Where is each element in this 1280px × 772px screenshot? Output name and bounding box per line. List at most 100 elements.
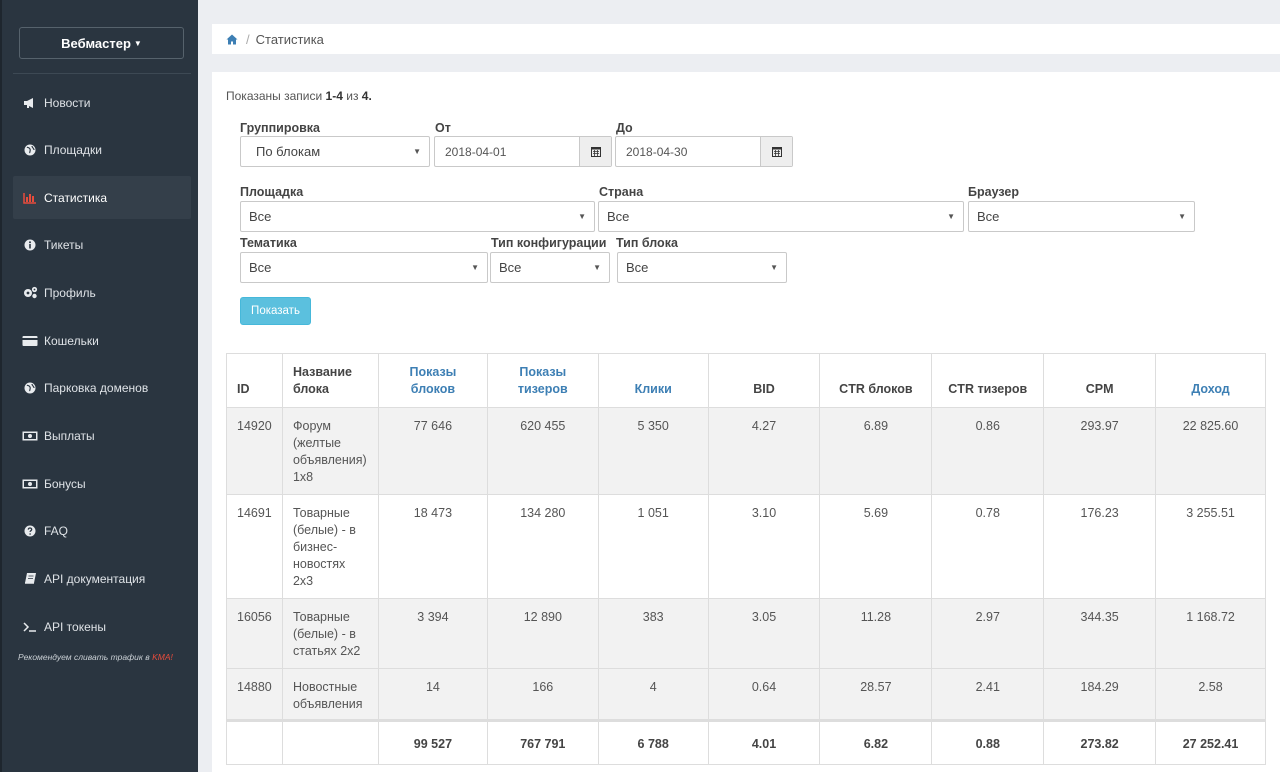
col-header-block-name: Название блока [281,353,379,408]
chevron-down-icon: ▼ [413,147,421,156]
col-header-income[interactable]: Доход [1155,353,1266,408]
promo-label: Рекомендуем сливать трафик в [18,652,150,662]
cell-block-views: 14 [377,668,488,721]
topic-select[interactable]: Все ▼ [240,252,488,283]
user-menu-label: Вебмастер [61,35,131,51]
sidebar-item-domain-parking[interactable]: Парковка доменов [13,366,191,409]
cell-block-name: Товарные (белые) - в статьях 2x2 [281,598,379,669]
cell-teaser-views: 620 455 [486,407,599,495]
sidebar-item-statistics[interactable]: Статистика [13,176,191,219]
config-type-label: Тип конфигурации [491,236,607,250]
cell-cpm: 176.23 [1043,494,1157,599]
cell-bid: 3.10 [707,494,821,599]
sidebar-item-label: FAQ [44,523,69,538]
cell-ctr-teasers: 0.78 [931,494,1045,599]
cell-income: 3 255.51 [1155,494,1266,599]
user-menu-button[interactable]: Вебмастер ▼ [19,27,184,59]
calendar-icon[interactable] [760,137,792,166]
sidebar-item-faq[interactable]: FAQ [13,509,191,552]
question-circle-icon [22,525,38,537]
col-header-ctr-teasers: CTR тизеров [931,353,1045,408]
cell-ctr-teasers: 2.97 [931,598,1045,669]
date-from-input[interactable]: 2018-04-01 [434,136,612,167]
cell-total-ctr-blocks: 6.82 [819,719,933,765]
cell-total-income: 27 252.41 [1155,719,1266,765]
col-header-clicks[interactable]: Клики [597,353,709,408]
summary-range: 1-4 [325,89,343,103]
sidebar-item-label: Новости [44,95,91,110]
grouping-select[interactable]: По блокам ▼ [240,136,430,167]
cell-block-name: Новостные объявления [281,668,379,721]
cell-ctr-teasers: 0.86 [931,407,1045,495]
cell-cpm: 344.35 [1043,598,1157,669]
calendar-icon[interactable] [579,137,611,166]
records-summary: Показаны записи 1-4 из 4. [226,89,372,103]
browser-value: Все [977,209,1000,224]
chevron-down-icon: ▼ [471,263,479,272]
sidebar-item-bonuses[interactable]: Бонусы [13,462,191,505]
money-icon [22,430,38,442]
cell-total-cpm: 273.82 [1043,719,1157,765]
sidebar-item-label: API документация [44,571,146,586]
sidebar-item-api-docs[interactable]: API документация [13,557,191,600]
cell-total-empty [226,719,283,765]
sidebar-item-payouts[interactable]: Выплаты [13,414,191,457]
sidebar-item-label: Кошельки [44,333,99,348]
browser-select[interactable]: Все ▼ [968,201,1195,232]
bar-chart-icon [22,192,38,204]
cell-id: 14920 [226,407,283,495]
browser-label: Браузер [968,185,1019,199]
sidebar-item-api-tokens[interactable]: API токены [13,605,191,648]
cell-total-bid: 4.01 [707,719,821,765]
col-header-block-views[interactable]: Показы блоков [377,353,488,408]
cell-total-teaser-views: 767 791 [486,719,599,765]
topic-label: Тематика [240,236,297,250]
cell-cpm: 184.29 [1043,668,1157,721]
cell-id: 14880 [226,668,283,721]
cell-block-views: 3 394 [377,598,488,669]
col-header-ctr-blocks: CTR блоков [819,353,933,408]
site-select[interactable]: Все ▼ [240,201,595,232]
chevron-down-icon: ▼ [770,263,778,272]
sidebar-item-sites[interactable]: Площадки [13,128,191,171]
date-to-input[interactable]: 2018-04-30 [615,136,793,167]
credit-card-icon [22,335,38,347]
sidebar-item-profile[interactable]: Профиль [13,271,191,314]
country-value: Все [607,209,630,224]
cell-id: 14691 [226,494,283,599]
block-type-select[interactable]: Все ▼ [617,252,787,283]
grouping-label: Группировка [240,121,320,135]
home-icon[interactable] [226,34,238,45]
sidebar-item-wallets[interactable]: Кошельки [13,319,191,362]
show-button[interactable]: Показать [240,297,311,325]
sidebar-item-label: Бонусы [44,476,86,491]
cell-income: 1 168.72 [1155,598,1266,669]
cell-teaser-views: 134 280 [486,494,599,599]
country-select[interactable]: Все ▼ [598,201,964,232]
promo-link[interactable]: KMA! [152,652,173,662]
cell-total-block-views: 99 527 [377,719,488,765]
table-row: 14920 Форум (желтые объявления) 1x8 77 646 … [226,407,1266,495]
col-header-teaser-views[interactable]: Показы тизеров [486,353,599,408]
sidebar-item-label: Площадки [44,142,102,157]
table-header-row: ID Название блока Показы блоков Показы тизе… [226,353,1266,408]
config-type-select[interactable]: Все ▼ [490,252,610,283]
col-header-cpm: CPM [1043,353,1157,408]
cell-block-views: 18 473 [377,494,488,599]
sidebar-item-news[interactable]: Новости [13,81,191,124]
sidebar-item-label: Выплаты [44,428,95,443]
chevron-down-icon: ▼ [947,212,955,221]
cell-bid: 0.64 [707,668,821,721]
col-header-id: ID [226,353,283,408]
date-to-value: 2018-04-30 [626,144,688,159]
sidebar-item-label: API токены [44,619,107,634]
cell-ctr-blocks: 6.89 [819,407,933,495]
block-type-value: Все [626,260,649,275]
site-label: Площадка [240,185,304,199]
grouping-value: По блокам [256,144,321,159]
cell-total-clicks: 6 788 [597,719,709,765]
globe-icon [22,144,38,156]
chevron-down-icon: ▼ [593,263,601,272]
cell-income: 2.58 [1155,668,1266,721]
sidebar-item-tickets[interactable]: Тикеты [13,223,191,266]
